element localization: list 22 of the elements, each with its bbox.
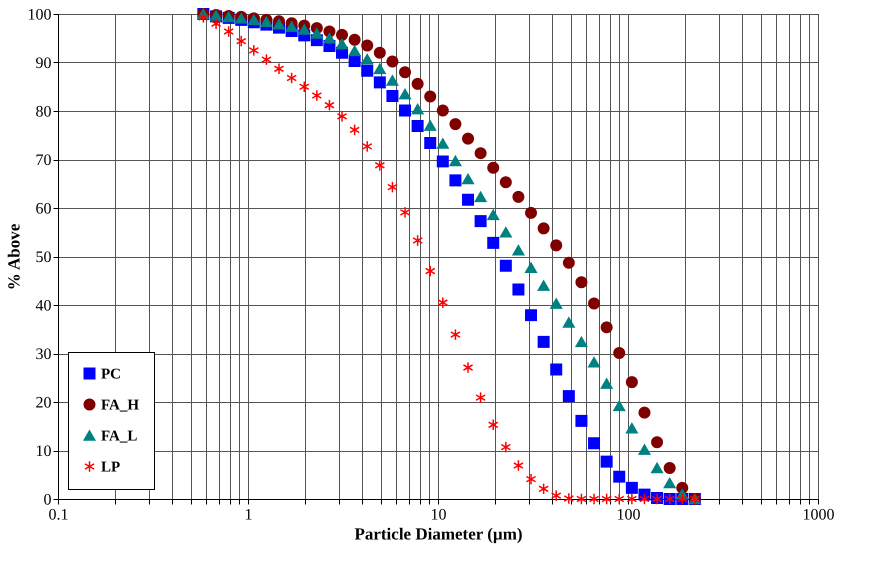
y-tick-label: 80 xyxy=(36,104,52,120)
y-tick-label: 60 xyxy=(36,200,52,218)
y-axis-title: % Above xyxy=(4,223,24,290)
legend-label: LP xyxy=(101,460,120,476)
y-tick-label: 70 xyxy=(36,152,52,169)
y-tick-label: 0 xyxy=(44,492,52,508)
x-tick-label: 0.1 xyxy=(48,506,68,524)
legend-label: FA_H xyxy=(101,398,140,414)
y-tick-label: 30 xyxy=(36,346,52,363)
y-tick-label: 40 xyxy=(36,298,52,314)
x-axis-title: Particle Diameter (µm) xyxy=(354,524,523,544)
y-tick-label: 50 xyxy=(36,249,52,266)
x-tick-label: 10 xyxy=(430,506,446,524)
y-tick-label: 100 xyxy=(28,6,52,24)
x-tick-label: 1000 xyxy=(802,506,834,524)
y-tick-label: 90 xyxy=(36,55,52,72)
y-tick-label: 10 xyxy=(36,443,52,460)
x-tick-label: 1 xyxy=(244,506,252,524)
legend-label: FA_L xyxy=(101,428,138,444)
y-tick-label: 20 xyxy=(36,394,52,412)
legend-label: PC xyxy=(101,366,121,382)
x-tick-label: 100 xyxy=(616,506,640,524)
